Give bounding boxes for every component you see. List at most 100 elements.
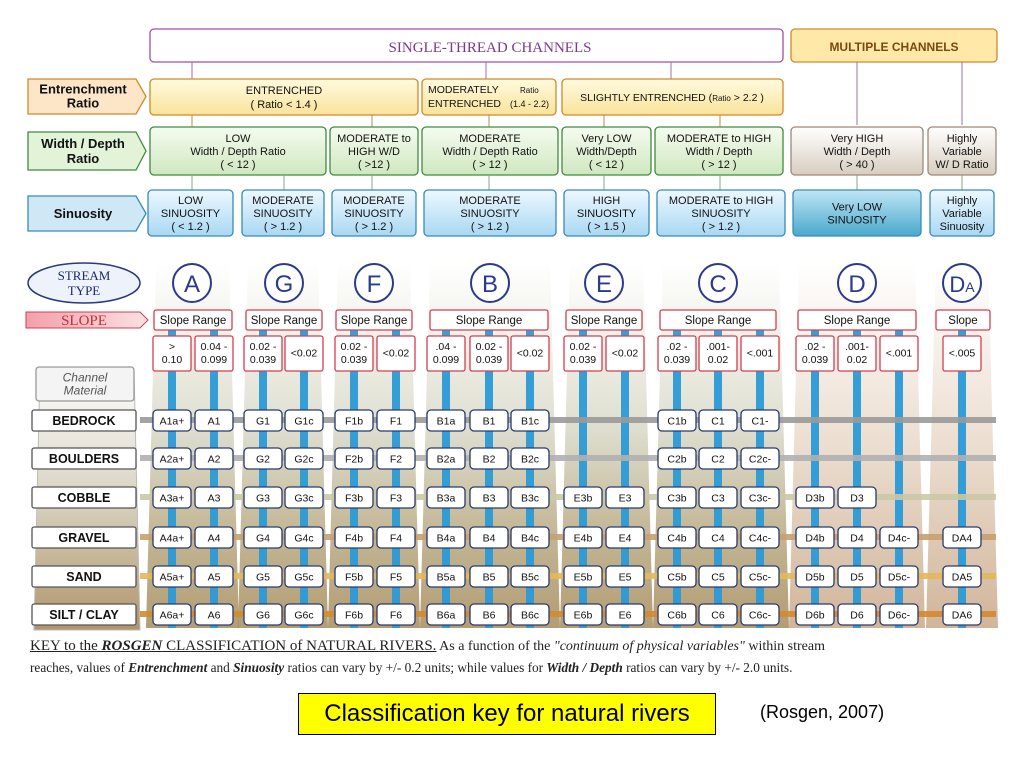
stream-cell-label-D6c-: D6c-: [888, 610, 911, 622]
slope-value-box: [942, 335, 982, 372]
channel-material-label-box: [35, 366, 135, 402]
slope-value-box: [837, 335, 877, 372]
stream-cell-B2: [469, 447, 509, 470]
multiple-channels-title: MULTIPLE CHANNELS: [829, 40, 958, 54]
flow-bar: [621, 330, 629, 628]
stream-type-circle-8: [942, 263, 982, 303]
stream-cell-label-G4c: G4c: [294, 533, 313, 545]
stream-cell-D4c-: [879, 526, 919, 549]
slope-range-box-8: [935, 309, 991, 331]
slope-value-line-1: 0.02 -: [570, 341, 597, 353]
stream-cell-label-A1: A1: [208, 416, 221, 428]
slope-value-line-2: 0.099: [201, 354, 227, 366]
width-depth-text-7-line-3: W/ D Ratio: [935, 159, 988, 171]
stream-cell-label-B4c: B4c: [521, 533, 539, 545]
sinuosity-box-2: [241, 189, 325, 237]
material-label-box-4: [31, 526, 137, 549]
slope-range-label-3: Slope Range: [341, 315, 408, 327]
sinuosity-text-7-line-1: Very LOW: [832, 201, 883, 213]
stream-cell-label-F6b: F6b: [345, 610, 363, 622]
moderately-text-a: MODERATELY: [428, 84, 499, 96]
stream-cell-F4b: [334, 526, 374, 549]
stream-cell-label-B1a: B1a: [437, 416, 456, 428]
slope-value-box: [510, 335, 550, 372]
sinuosity-box-4: [423, 189, 557, 237]
stream-cell-label-G6c: G6c: [294, 610, 313, 622]
stream-cell-F1b: [334, 409, 374, 432]
stream-type-B: B: [482, 271, 498, 298]
multiple-channels-header: [790, 28, 998, 63]
stream-type-DA: DA: [949, 272, 975, 297]
stream-type-G: G: [275, 271, 294, 298]
sinuosity-text-1-line-3: ( < 1.2 ): [171, 221, 209, 233]
width-depth-text-2-line-3: ( >12 ): [358, 159, 390, 171]
stream-cell-label-G1: G1: [256, 416, 270, 428]
stream-cell-label-B6: B6: [483, 610, 496, 622]
stream-cell-G1c: [284, 409, 324, 432]
stream-cell-label-D4c-: D4c-: [888, 533, 911, 545]
stream-cell-C5: [698, 565, 738, 588]
sinuosity-text-3-line-2: SINUOSITY: [344, 208, 404, 220]
stream-cell-F4: [376, 526, 416, 549]
flow-bar: [485, 330, 493, 628]
stream-cell-label-B1c: B1c: [521, 416, 539, 428]
stream-cell-F2: [376, 447, 416, 470]
sinuosity-box-3: [331, 189, 417, 237]
stream-cell-C1: [698, 409, 738, 432]
stream-type-main: D: [949, 272, 965, 297]
stream-cell-D3b: [795, 486, 835, 509]
material-band-2: [140, 455, 996, 461]
stream-cell-label-A3: A3: [208, 493, 221, 505]
stream-cell-B3: [469, 486, 509, 509]
stream-cell-C1-: [740, 409, 780, 432]
stream-cell-F6: [376, 603, 416, 626]
slope-value-box: [334, 335, 374, 372]
stream-type-circle-3: [354, 263, 394, 303]
key-line-1: KEY to the ROSGEN CLASSIFICATION of NATU…: [30, 638, 825, 654]
stream-cell-A1a+: [152, 409, 192, 432]
entrenched-box: [149, 78, 419, 116]
material-band-1: [140, 417, 996, 423]
slope-value-line-1: .02 -: [666, 341, 688, 353]
stream-cell-label-G5: G5: [256, 572, 270, 584]
sinuosity-text-4-line-1: MODERATE: [459, 195, 521, 207]
sinuosity-text-5-line-2: SINUOSITY: [577, 208, 637, 220]
width-depth-text-5-line-2: Width / Depth: [686, 146, 753, 158]
width-depth-box-2: [329, 126, 419, 176]
sinuosity-text-6-line-3: ( > 1.2 ): [702, 221, 740, 233]
stream-cell-label-C1b: C1b: [667, 416, 686, 428]
width-depth-text-4-line-1: Very LOW: [581, 133, 632, 145]
slightly-entrenched-text: SLIGHTLY ENTRENCHED (Ratio > 2.2 ): [580, 92, 764, 104]
slope-range-label-8: Slope: [948, 315, 977, 327]
stream-cell-label-DA4: DA4: [952, 533, 973, 545]
stream-type-circle-6: [698, 263, 738, 303]
slope-value-line-1: <0.02: [291, 348, 318, 360]
stream-type-sub: A: [965, 279, 975, 295]
stream-cell-label-D6: D6: [850, 610, 864, 622]
sinuosity-text-3-line-1: MODERATE: [343, 195, 405, 207]
slightly-part: > 2.2 ): [731, 92, 764, 104]
stream-cell-label-A4a+: A4a+: [160, 533, 185, 545]
rosgen-diagram: SINGLE-THREAD CHANNELS MULTIPLE CHANNELS E…: [25, 28, 998, 631]
stream-cell-label-C5c-: C5c-: [749, 572, 772, 584]
flow-bar: [673, 330, 681, 628]
flow-bar: [853, 330, 861, 628]
stream-cell-label-C2b: C2b: [667, 454, 686, 466]
slope-value-line-2: 0.099: [433, 354, 459, 366]
stream-type-circle-7: [837, 263, 877, 303]
stream-cell-label-E3b: E3b: [574, 493, 593, 505]
flow-bar: [210, 330, 218, 628]
stream-cell-B2c: [510, 447, 550, 470]
stream-cell-label-C2c-: C2c-: [749, 454, 772, 466]
stream-cell-A6a+: [152, 603, 192, 626]
flow-bar: [895, 330, 903, 628]
slope-value-line-1: .001-: [706, 341, 730, 353]
stream-cell-A5a+: [152, 565, 192, 588]
material-label-box-5: [31, 565, 137, 588]
entrenchment-label-box: [27, 78, 147, 115]
stream-cell-label-G3: G3: [256, 493, 270, 505]
stream-cell-label-B3c: B3c: [521, 493, 539, 505]
stream-cell-A6: [194, 603, 234, 626]
stream-cell-label-D6b: D6b: [805, 610, 824, 622]
stream-cell-label-G4: G4: [256, 533, 270, 545]
